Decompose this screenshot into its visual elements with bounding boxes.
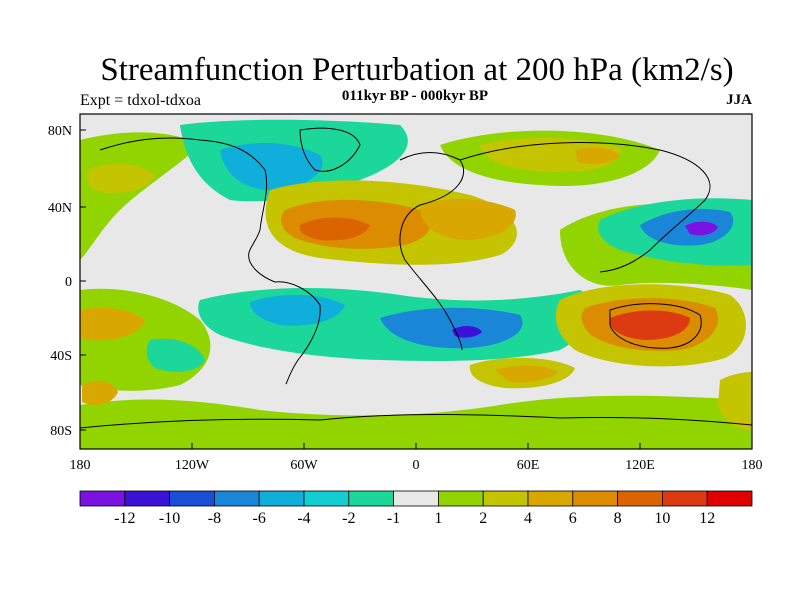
colorbar-label: 12 (699, 510, 715, 527)
colorbar-label: 1 (434, 510, 442, 527)
blob-yellow-southwestpac (718, 372, 752, 430)
x-axis: 180 120W 60W 0 60E 120E 180 (70, 458, 763, 473)
colorbar-label: 2 (479, 510, 487, 527)
colorbar-label: -12 (114, 510, 135, 527)
x-tick-label: 60E (517, 458, 540, 473)
coastline-antarctica (80, 414, 752, 429)
colorbar-swatch (348, 490, 394, 507)
blob-purple-atlantic (452, 326, 482, 338)
blob-yellow-northpac (86, 163, 155, 193)
y-axis: 80N 40N 0 40S 80S (48, 124, 72, 439)
coastline-south-america (274, 281, 321, 385)
x-tick-label: 0 (413, 458, 420, 473)
contour-field (80, 114, 752, 449)
tick-marks (79, 129, 753, 449)
band-cyan-sepac (146, 338, 205, 372)
coastline-asia (459, 142, 711, 273)
colorbar-swatch (706, 490, 753, 507)
coastline-north-america (99, 137, 276, 283)
colorbar-label: 8 (614, 510, 622, 527)
colorbar-label: -2 (342, 510, 355, 527)
colorbar-swatch (617, 490, 663, 507)
colorbar-swatch (393, 490, 439, 507)
y-tick-label: 80S (50, 424, 72, 439)
colorbar-label: -4 (297, 510, 310, 527)
y-tick-label: 40S (50, 349, 72, 364)
blob-red-northatlantic (299, 217, 370, 241)
x-tick-label: 120W (175, 458, 210, 473)
band-green-south (80, 395, 752, 449)
colorbar: -12 -10 -8 -6 -4 -2 -1 1 2 4 6 8 10 12 (79, 490, 753, 527)
coastline-europe-africa (399, 152, 465, 351)
colorbar-swatch (213, 490, 260, 507)
blob-blue-sepac (250, 294, 345, 326)
figure-subtitle: 011kyr BP - 000kyr BP (341, 88, 489, 104)
colorbar-swatch (79, 490, 126, 507)
colorbar-swatch (437, 490, 484, 507)
blob-yellow-southatl2 (82, 380, 118, 405)
colorbar-swatch (303, 490, 350, 507)
colorbar-label: 6 (569, 510, 577, 527)
x-tick-label: 180 (742, 458, 763, 473)
y-tick-label: 40N (48, 201, 72, 216)
colorbar-label: 10 (654, 510, 670, 527)
colorbar-swatch (482, 490, 529, 507)
blob-orange-southpac (80, 307, 145, 341)
colorbar-swatch (258, 490, 305, 507)
y-tick-label: 80N (48, 124, 72, 139)
experiment-label: Expt = tdxol-tdxoa (80, 92, 202, 109)
colorbar-swatch (169, 490, 215, 507)
blob-orange-eurasia (575, 147, 620, 164)
colorbar-swatch (662, 490, 708, 507)
y-tick-label: 0 (65, 275, 72, 290)
blob-purple-japan (685, 221, 718, 236)
blob-orange-southindian (495, 365, 558, 383)
blob-blue-southatlantic (380, 307, 523, 349)
colorbar-swatch (527, 490, 574, 507)
coastline-greenland (299, 127, 361, 172)
colorbar-swatch (124, 490, 171, 507)
colorbar-swatch (572, 490, 618, 507)
figure-title: Streamfunction Perturbation at 200 hPa (… (100, 52, 734, 88)
colorbar-label: -8 (208, 510, 221, 527)
x-tick-label: 60W (290, 458, 318, 473)
colorbar-label: -1 (387, 510, 400, 527)
blob-red-australia (609, 310, 690, 340)
coastlines (80, 127, 752, 429)
x-tick-label: 120E (625, 458, 655, 473)
blob-orange-africa (420, 198, 516, 240)
blob-blue-greenland (220, 143, 323, 191)
coastline-australia (609, 303, 702, 349)
colorbar-label: 4 (524, 510, 532, 527)
season-label: JJA (726, 92, 752, 108)
colorbar-label: -10 (159, 510, 180, 527)
colorbar-label: -6 (253, 510, 266, 527)
x-tick-label: 180 (70, 458, 91, 473)
